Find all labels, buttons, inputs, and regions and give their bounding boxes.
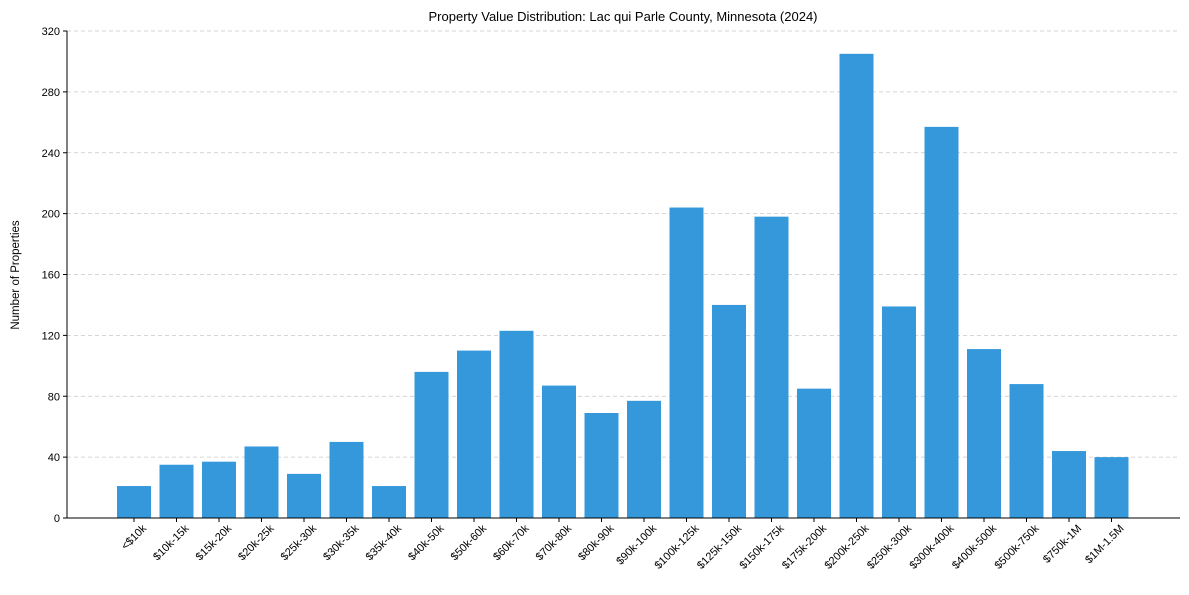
bar-20 [967, 349, 1001, 518]
bar-4 [287, 473, 321, 518]
x-tick-label: $50k-60k [449, 522, 490, 563]
x-tick-label: $30k-35k [321, 522, 362, 563]
x-tick-label: $1M-1.5M [1083, 523, 1127, 567]
y-axis-title: Number of Properties [10, 220, 22, 330]
x-tick-label: $20k-25k [236, 522, 277, 563]
bar-8 [457, 350, 491, 518]
x-tick-label: $250k-300k [865, 522, 914, 571]
x-tick-label: $25k-30k [279, 522, 320, 563]
bar-11 [584, 412, 619, 518]
bars [117, 53, 1129, 519]
bar-15 [754, 216, 789, 518]
x-tick-label: $100k-125k [652, 522, 701, 571]
x-tick-label: $90k-100k [614, 522, 659, 567]
x-tick-label: $10k-15k [151, 522, 192, 563]
bar-10 [542, 385, 576, 518]
x-tick-label: $70k-80k [534, 522, 575, 563]
y-tick-label: 40 [48, 452, 60, 464]
bar-12 [627, 400, 661, 518]
bar-14 [712, 304, 746, 518]
bar-1 [159, 464, 194, 518]
y-tick-label: 80 [48, 391, 60, 403]
y-tick-label: 320 [42, 26, 60, 38]
bar-13 [669, 207, 704, 518]
bar-18 [882, 306, 916, 518]
x-tick-label: $400k-500k [950, 522, 999, 571]
y-tick-label: 120 [42, 330, 60, 342]
bar-3 [244, 446, 279, 518]
y-tick-label: 240 [42, 148, 60, 160]
bar-5 [329, 441, 364, 518]
gridlines [67, 30, 1180, 458]
y-tick-label: 200 [42, 209, 60, 221]
bar-22 [1052, 451, 1086, 518]
bar-17 [839, 53, 874, 518]
x-tick-labels: <$10k $10k-15k $15k-20k $20k-25k $25k-30k $30… [119, 522, 1126, 571]
bar-0 [117, 486, 151, 518]
x-tick-label: $35k-40k [364, 522, 405, 563]
y-tick-label: 160 [42, 270, 60, 282]
x-tick-label: $40k-50k [406, 522, 447, 563]
axes [63, 30, 1180, 522]
x-tick-label: $500k-750k [992, 522, 1041, 571]
x-tick-label: $175k-200k [780, 522, 829, 571]
x-tick-label: <$10k [119, 522, 149, 552]
chart-title: Property Value Distribution: Lac qui Par… [429, 9, 818, 24]
x-tick-label: $15k-20k [194, 522, 235, 563]
x-tick-label: $125k-150k [695, 522, 744, 571]
y-tick-label: 280 [42, 87, 60, 99]
bar-21 [1009, 384, 1044, 518]
y-tick-label: 0 [54, 513, 60, 525]
y-tick-labels: 0 40 80 120 160 200 240 280 320 [42, 26, 60, 525]
x-tick-label: $150k-175k [737, 522, 786, 571]
bar-23 [1094, 457, 1129, 518]
x-tick-label: $750k-1M [1041, 523, 1084, 566]
bar-16 [797, 388, 831, 518]
x-tick-label: $60k-70k [491, 522, 532, 563]
bar-2 [202, 461, 236, 518]
bar-19 [924, 126, 959, 519]
bar-9 [499, 330, 534, 518]
x-tick-label: $200k-250k [822, 522, 871, 571]
x-tick-label: $80k-90k [576, 522, 617, 563]
x-tick-label: $300k-400k [907, 522, 956, 571]
bar-7 [414, 371, 449, 518]
bar-6 [372, 486, 406, 518]
